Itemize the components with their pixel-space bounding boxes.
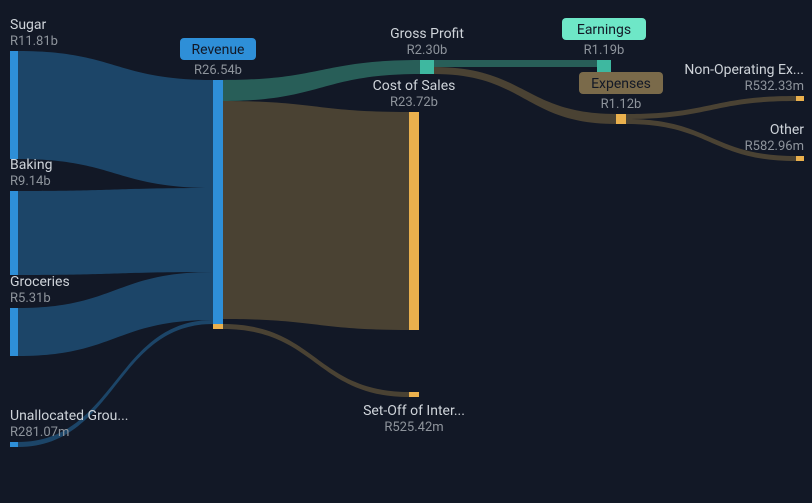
sankey-node-costOfSales[interactable] [409,112,419,330]
sankey-node-groceries[interactable] [10,308,18,356]
node-label: Unallocated Grou... [10,408,128,424]
links-layer [18,51,796,447]
node-label: Groceries [10,274,70,290]
node-label: Baking [10,157,52,173]
sankey-node-revenue-accent [213,324,223,329]
node-value: R23.72b [390,95,438,110]
sankey-link[interactable] [626,96,796,119]
node-label: Expenses [591,76,651,92]
sankey-node-other[interactable] [796,156,804,161]
node-value: R1.19b [584,43,625,58]
node-label: Earnings [577,22,631,38]
sankey-link[interactable] [223,101,409,330]
node-label: Set-Off of Inter... [363,403,465,419]
node-label: Other [770,122,804,138]
node-value: R2.30b [407,43,448,58]
sankey-node-revenue[interactable] [213,80,223,324]
node-value: R9.14b [10,174,51,189]
node-value: R582.96m [745,139,804,154]
sankey-node-unallocated[interactable] [10,442,18,447]
node-value: R532.33m [745,79,804,94]
sankey-link[interactable] [434,60,597,67]
node-label: Cost of Sales [373,78,456,94]
sankey-link[interactable] [18,188,213,275]
sankey-node-earnings[interactable] [597,60,611,74]
node-label: Revenue [192,42,245,58]
sankey-link[interactable] [223,324,409,397]
sankey-node-grossProfit[interactable] [420,60,434,74]
sankey-node-baking[interactable] [10,191,18,275]
node-value: R281.07m [10,425,69,440]
node-label: Sugar [10,17,47,33]
sankey-node-sugar[interactable] [10,51,18,159]
node-value: R525.42m [384,420,443,435]
sankey-node-setoff[interactable] [409,392,419,397]
node-value: R1.12b [601,97,642,112]
node-value: R11.81b [10,34,58,49]
sankey-node-nonOp[interactable] [796,96,804,101]
node-label: Gross Profit [390,26,464,42]
node-value: R5.31b [10,291,51,306]
sankey-chart: SugarR11.81b BakingR9.14b GroceriesR5.31b U… [0,0,812,503]
sankey-node-expenses[interactable] [616,114,626,124]
node-value: R26.54b [194,63,242,78]
node-label: Non-Operating Ex... [684,62,804,78]
